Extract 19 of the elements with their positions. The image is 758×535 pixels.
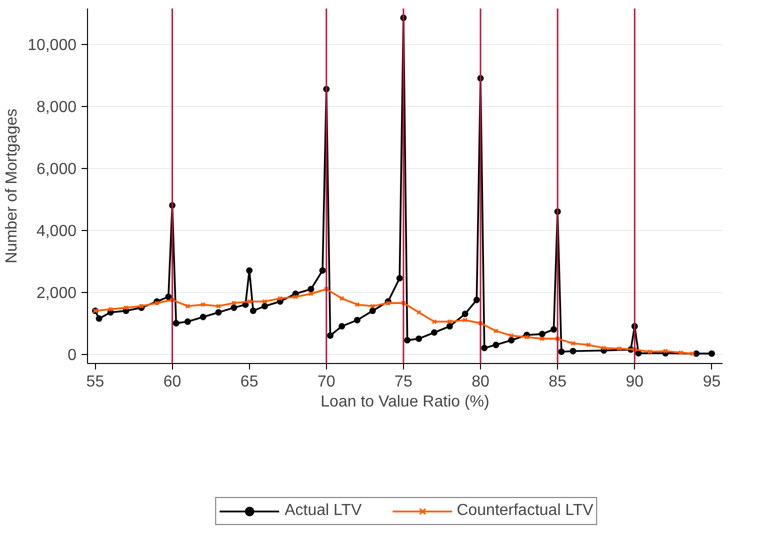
x-tick-label: 95 [702,374,721,390]
legend-label: Actual LTV [284,502,362,520]
x-tick-label: 75 [394,374,412,390]
x-axis-title: Loan to Value Ratio (%) [320,394,490,410]
x-tick-label: 90 [626,374,644,390]
y-tick-label: 0 [68,347,77,364]
y-tick-label: 10,000 [28,37,77,54]
x-tick-label: 70 [317,374,336,390]
y-tick-label: 2,000 [36,285,77,302]
legend-label: Counterfactual LTV [456,502,594,520]
x-tick-label: 65 [240,374,258,390]
y-tick-label: 8,000 [36,99,77,116]
y-axis-title: Number of Mortgages [4,108,21,264]
x-tick-label: 55 [86,374,104,390]
x-tick-label: 80 [472,374,490,390]
x-tick-label: 60 [163,374,182,390]
y-tick-label: 6,000 [36,161,77,178]
y-tick-label: 4,000 [36,223,77,240]
x-tick-label: 85 [548,374,567,390]
